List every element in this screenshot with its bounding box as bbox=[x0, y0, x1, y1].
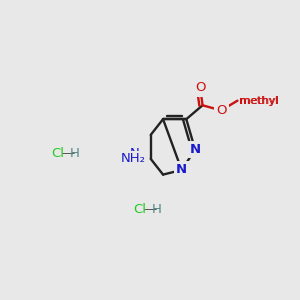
Text: —: — bbox=[62, 147, 75, 160]
Text: N: N bbox=[190, 143, 201, 156]
Text: O: O bbox=[216, 104, 226, 117]
Text: H: H bbox=[130, 145, 140, 158]
Text: NH₂: NH₂ bbox=[121, 152, 146, 165]
Text: O: O bbox=[216, 104, 226, 117]
Text: Cl: Cl bbox=[52, 147, 64, 160]
Text: N: N bbox=[176, 164, 187, 176]
Text: Cl: Cl bbox=[133, 203, 146, 216]
Text: H: H bbox=[70, 147, 80, 160]
Text: O: O bbox=[195, 82, 206, 94]
Text: O: O bbox=[195, 81, 206, 94]
Text: methyl: methyl bbox=[240, 96, 279, 106]
Text: —: — bbox=[143, 203, 156, 216]
Text: methyl: methyl bbox=[238, 96, 278, 106]
Text: H: H bbox=[152, 203, 161, 216]
Text: N: N bbox=[130, 147, 140, 160]
